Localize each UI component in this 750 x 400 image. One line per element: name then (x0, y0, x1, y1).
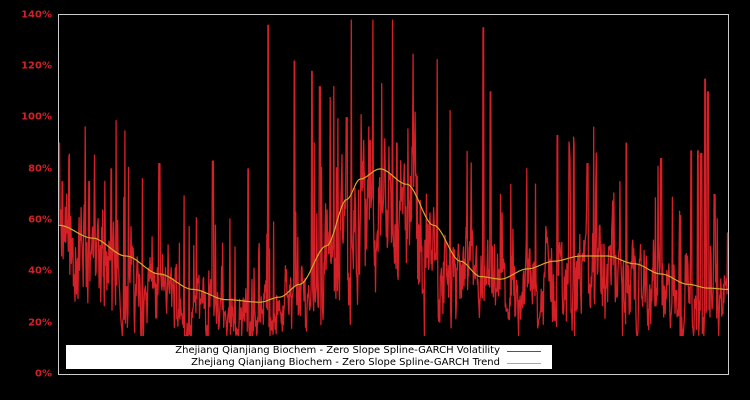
legend-swatch-volatility (507, 350, 541, 352)
legend-label-volatility: Zhejiang Qianjiang Biochem - Zero Slope … (175, 345, 500, 356)
y-tick-140: 140% (21, 9, 52, 21)
y-tick-0: 0% (35, 368, 52, 380)
y-tick-20: 20% (28, 317, 52, 329)
volatility-series-line (58, 19, 729, 337)
y-tick-100: 100% (21, 111, 52, 123)
y-tick-60: 60% (28, 214, 52, 226)
legend-item-trend: Zhejiang Qianjiang Biochem - Zero Slope … (191, 357, 552, 369)
legend-swatch-trend (507, 362, 541, 364)
y-tick-80: 80% (28, 163, 52, 175)
y-tick-40: 40% (28, 265, 52, 277)
y-tick-120: 120% (21, 60, 52, 72)
trend-series-line (58, 168, 728, 303)
legend-label-trend: Zhejiang Qianjiang Biochem - Zero Slope … (191, 357, 500, 368)
legend: Zhejiang Qianjiang Biochem - Zero Slope … (66, 345, 552, 369)
legend-item-volatility: Zhejiang Qianjiang Biochem - Zero Slope … (175, 345, 552, 357)
plot-frame (58, 14, 729, 375)
